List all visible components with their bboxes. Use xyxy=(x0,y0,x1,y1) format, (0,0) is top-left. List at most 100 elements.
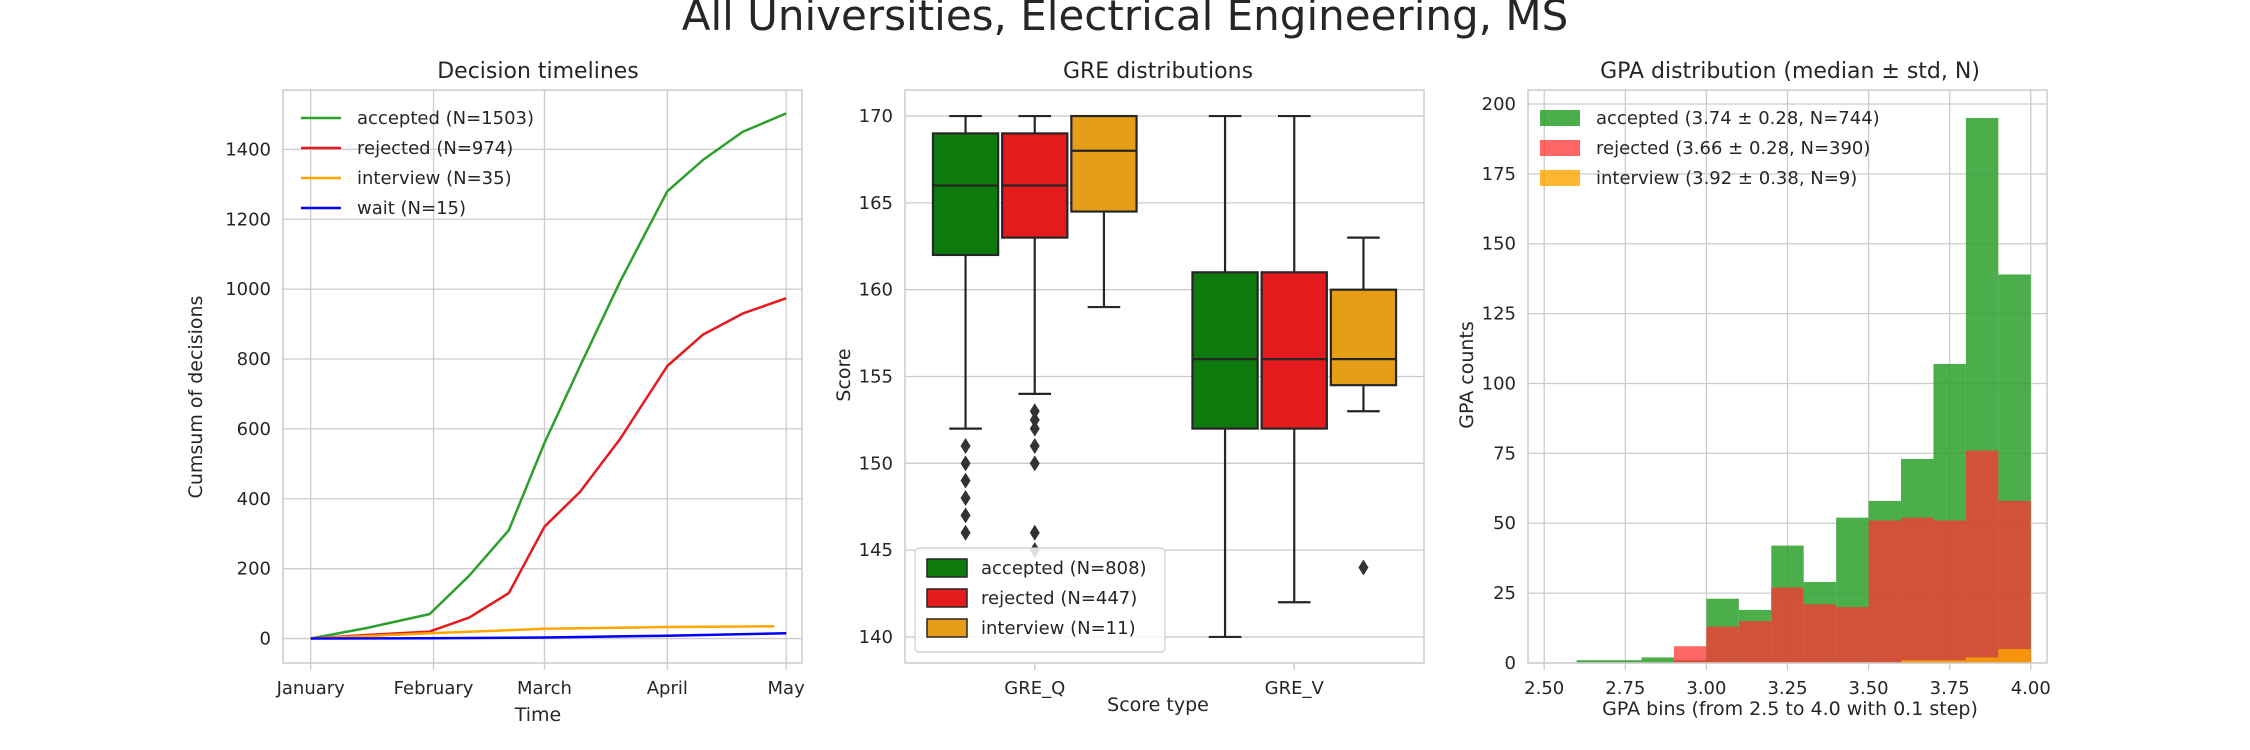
y-tick-label: 100 xyxy=(1482,373,1516,394)
legend-swatch xyxy=(1540,110,1580,126)
y-tick-label: 75 xyxy=(1493,443,1516,464)
legend-label: accepted (N=808) xyxy=(981,558,1147,579)
series-line-accepted xyxy=(310,112,787,640)
hist-chart-title: GPA distribution (median ± std, N) xyxy=(1600,59,1980,84)
legend-label: rejected (3.66 ± 0.28, N=390) xyxy=(1596,138,1870,159)
line-chart-title: Decision timelines xyxy=(437,59,639,84)
outlier-point xyxy=(960,472,971,489)
panel-decision-timelines: Decision timelines Time Cumsum of decisi… xyxy=(185,59,805,726)
hist-bar xyxy=(1998,649,2031,663)
y-tick-label: 1200 xyxy=(225,209,271,230)
series-line-interview xyxy=(310,625,775,640)
y-tick-label: 140 xyxy=(859,627,893,648)
box-chart-title: GRE distributions xyxy=(1063,59,1253,84)
outlier-point xyxy=(1029,411,1040,428)
hist-bar xyxy=(1901,660,1934,663)
legend-label: rejected (N=447) xyxy=(981,588,1137,609)
box-chart-ylabel: Score xyxy=(833,348,855,401)
hist-bar xyxy=(1836,607,1869,663)
box-GRE_Q-interview xyxy=(1070,114,1138,309)
y-tick-label: 200 xyxy=(237,559,271,580)
y-tick-label: 125 xyxy=(1482,304,1516,325)
outlier-point xyxy=(1029,455,1040,472)
iqr-box xyxy=(1191,271,1259,430)
y-tick-label: 165 xyxy=(859,193,893,214)
hist-bar xyxy=(1609,660,1642,663)
x-tick-label: 2.50 xyxy=(1524,678,1564,699)
hist-series-interview xyxy=(1901,649,2031,663)
hist-bar xyxy=(1933,660,1966,663)
x-tick-label: 2.75 xyxy=(1605,678,1645,699)
outlier-point xyxy=(960,455,971,472)
legend-label: wait (N=15) xyxy=(357,198,466,219)
line-chart-xlabel: Time xyxy=(514,704,562,726)
legend-swatch xyxy=(926,588,968,608)
y-tick-label: 400 xyxy=(237,489,271,510)
legend-frame xyxy=(914,547,1166,653)
hist-chart-xlabel: GPA bins (from 2.5 to 4.0 with 0.1 step) xyxy=(1602,698,1978,720)
hist-bar xyxy=(1738,621,1772,663)
hist-bar xyxy=(1868,520,1902,663)
legend-label: rejected (N=974) xyxy=(357,138,513,159)
y-tick-label: 0 xyxy=(1505,653,1516,674)
hist-bar xyxy=(1901,517,1934,663)
box-GRE_V-rejected xyxy=(1260,114,1328,604)
hist-bar xyxy=(1965,450,1999,663)
hist-bar xyxy=(1641,657,1674,663)
series-line-rejected xyxy=(310,297,787,640)
box-GRE_Q-rejected xyxy=(1001,114,1069,559)
hist-chart-axes xyxy=(1527,89,2048,664)
y-tick-label: 600 xyxy=(237,419,271,440)
y-tick-label: 25 xyxy=(1493,583,1516,604)
box-chart-xlabel: Score type xyxy=(1107,694,1209,716)
x-tick-label: February xyxy=(394,678,474,699)
outlier-point xyxy=(960,524,971,541)
iqr-box xyxy=(1329,288,1398,387)
hist-bar xyxy=(1933,520,1966,663)
legend-swatch xyxy=(926,558,968,578)
hist-chart-ylabel: GPA counts xyxy=(1456,321,1478,429)
figure-title: All Universities, Electrical Engineering… xyxy=(682,0,1569,40)
box-GRE_Q-accepted xyxy=(931,114,1000,541)
iqr-box xyxy=(931,132,1000,257)
series-line-wait xyxy=(310,632,787,640)
x-tick-label: 3.50 xyxy=(1849,678,1889,699)
y-tick-label: 800 xyxy=(237,349,271,370)
hist-bar xyxy=(1965,657,1999,663)
outlier-point xyxy=(1029,524,1040,541)
box-chart-axes xyxy=(904,89,1425,664)
legend-label: interview (3.92 ± 0.38, N=9) xyxy=(1596,168,1857,189)
y-tick-label: 155 xyxy=(859,367,893,388)
legend-label: interview (N=35) xyxy=(357,168,512,189)
x-tick-label: GRE_V xyxy=(1265,678,1325,699)
panel-gpa-distribution: GPA distribution (median ± std, N) GPA b… xyxy=(1456,59,2051,720)
outlier-point xyxy=(960,437,971,454)
panel-gre-distributions: GRE distributions Score type Score 140 14… xyxy=(833,59,1425,716)
x-tick-label: 3.25 xyxy=(1767,678,1807,699)
y-tick-label: 160 xyxy=(859,280,893,301)
legend-label: interview (N=11) xyxy=(981,618,1136,639)
y-tick-label: 145 xyxy=(859,540,893,561)
x-tick-label: May xyxy=(768,678,806,699)
outlier-point xyxy=(960,490,971,507)
x-tick-label: January xyxy=(276,678,346,699)
hist-bar xyxy=(1803,604,1837,663)
x-tick-label: 3.00 xyxy=(1686,678,1726,699)
y-tick-label: 1400 xyxy=(225,139,271,160)
x-tick-label: April xyxy=(647,678,688,699)
line-chart-axes xyxy=(282,89,803,664)
y-tick-label: 200 xyxy=(1482,94,1516,115)
y-tick-label: 170 xyxy=(859,106,893,127)
outlier-point xyxy=(1358,559,1369,576)
y-tick-label: 150 xyxy=(1482,234,1516,255)
legend-swatch xyxy=(926,618,968,638)
outlier-point xyxy=(960,507,971,524)
y-tick-label: 150 xyxy=(859,453,893,474)
hist-series-rejected xyxy=(1673,450,2031,663)
hist-bar xyxy=(1998,500,2031,663)
legend-label: accepted (N=1503) xyxy=(357,108,534,129)
hist-bar xyxy=(1771,587,1804,663)
y-tick-label: 50 xyxy=(1493,513,1516,534)
x-tick-label: GRE_Q xyxy=(1004,678,1065,699)
